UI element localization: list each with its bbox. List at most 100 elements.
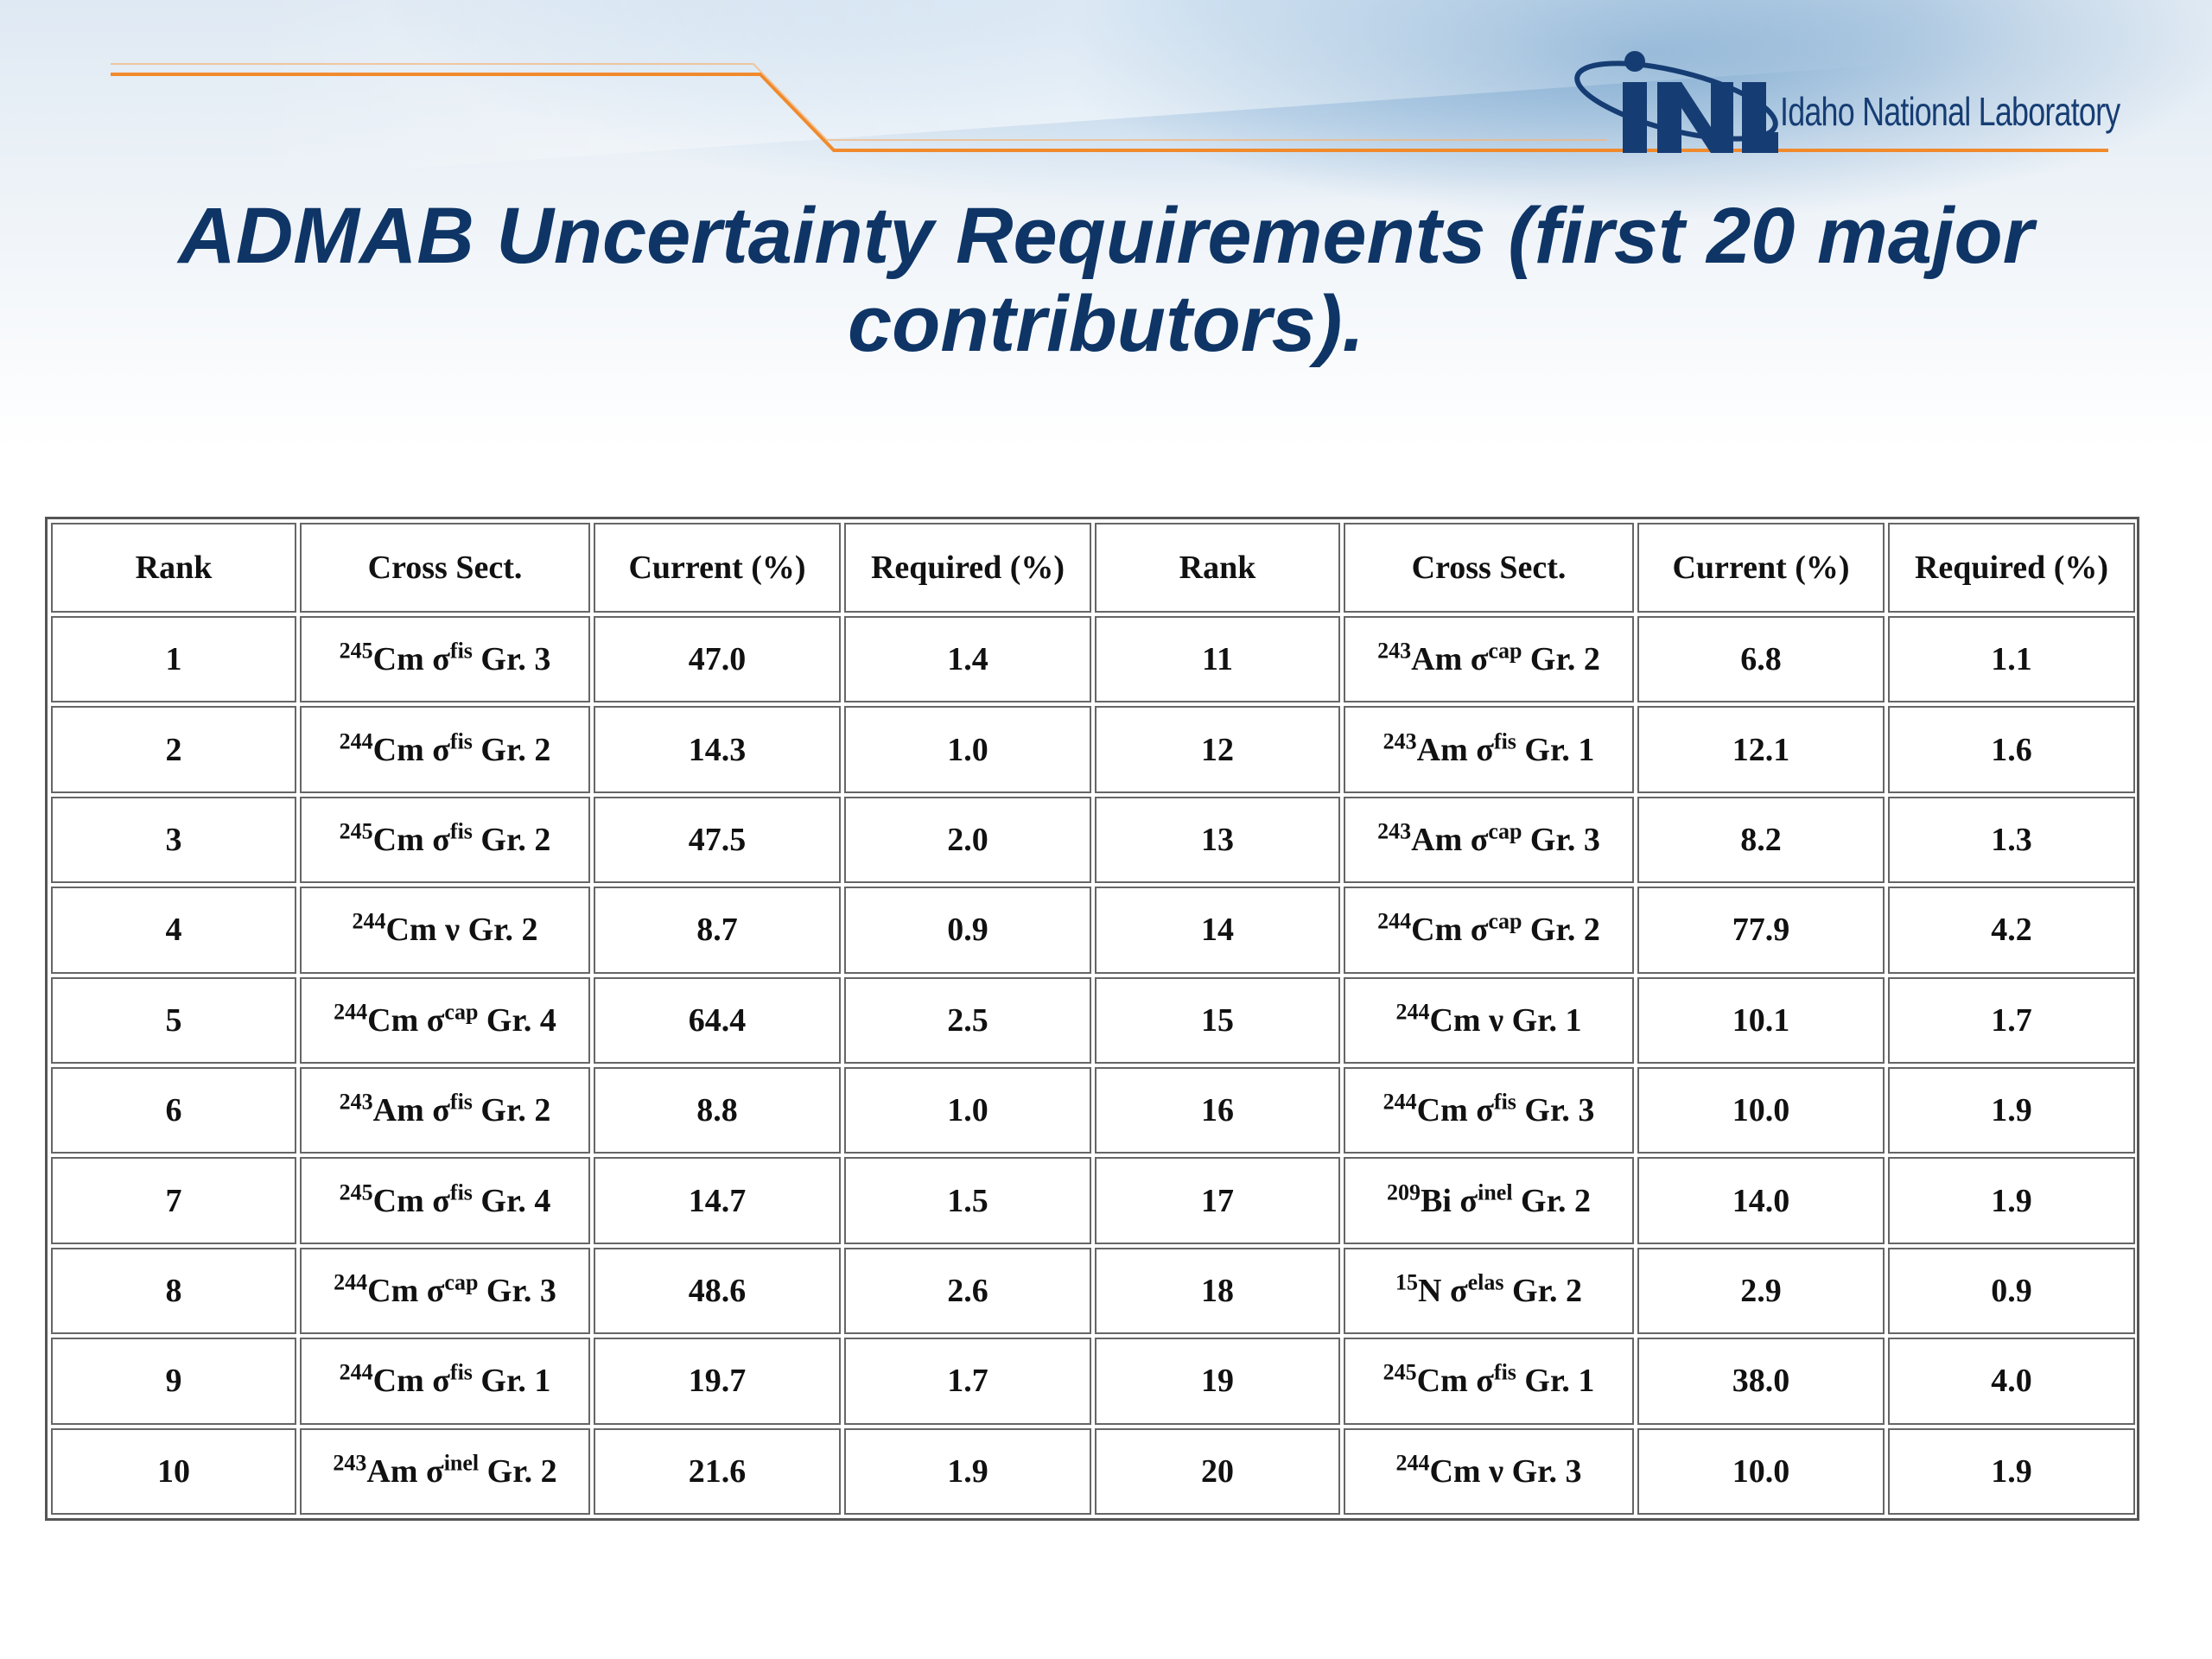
cross-section-cell: 243Am σinel Gr. 2 — [300, 1427, 590, 1515]
energy-group: Gr. 2 — [480, 821, 551, 858]
nu-symbol: ν — [1489, 1452, 1504, 1490]
nu-symbol: ν — [1489, 1001, 1504, 1039]
energy-group: Gr. 1 — [1524, 731, 1595, 768]
reaction-type: cap — [1488, 638, 1522, 664]
sigma-symbol: σ — [432, 1092, 450, 1129]
reaction-type: fis — [449, 1359, 473, 1385]
reaction-type: fis — [449, 1179, 473, 1205]
table-header-row: Rank Cross Sect. Current (%) Required (%… — [51, 523, 2135, 613]
uncertainty-table: Rank Cross Sect. Current (%) Required (%… — [48, 519, 2139, 1518]
sigma-symbol: σ — [1470, 912, 1489, 949]
sigma-symbol: σ — [1476, 731, 1494, 768]
rank-cell: 17 — [1095, 1157, 1340, 1244]
cross-section-cell: 15N σelas Gr. 2 — [1344, 1247, 1634, 1335]
sigma-symbol: σ — [1470, 821, 1489, 858]
rank-cell: 5 — [51, 976, 296, 1064]
current-cell: 21.6 — [594, 1427, 841, 1515]
isotope-mass: 244 — [339, 728, 373, 753]
current-cell: 64.4 — [594, 976, 841, 1064]
required-cell: 1.9 — [1888, 1066, 2135, 1154]
reaction-type: inel — [443, 1450, 480, 1476]
rank-cell: 11 — [1095, 616, 1340, 703]
energy-group: Gr. 2 — [1529, 641, 1600, 678]
table-row: 3 245Cm σfis Gr. 2 47.5 2.0 13 243Am σcap Gr.… — [51, 796, 2135, 884]
table-row: 7 245Cm σfis Gr. 4 14.7 1.5 17 209Bi σinel Gr… — [51, 1157, 2135, 1244]
isotope-mass: 244 — [334, 999, 368, 1025]
current-cell: 10.0 — [1637, 1427, 1885, 1515]
current-cell: 8.7 — [594, 887, 841, 974]
sigma-symbol: σ — [426, 1452, 444, 1490]
required-cell: 0.9 — [844, 887, 1091, 974]
header-rank: Rank — [1095, 523, 1340, 613]
rank-cell: 6 — [51, 1066, 296, 1154]
rank-cell: 19 — [1095, 1338, 1340, 1425]
sigma-symbol: σ — [432, 731, 450, 768]
reaction-type: fis — [449, 1089, 473, 1115]
isotope-mass: 245 — [1382, 1359, 1417, 1385]
required-cell: 1.7 — [844, 1338, 1091, 1425]
element-symbol: Cm — [372, 731, 424, 768]
reaction-type: elas — [1467, 1269, 1504, 1295]
sigma-symbol: σ — [426, 1001, 445, 1039]
isotope-mass: 244 — [1377, 908, 1412, 934]
required-cell: 1.9 — [844, 1427, 1091, 1515]
isotope-mass: 243 — [339, 1089, 373, 1115]
rank-cell: 10 — [51, 1427, 296, 1515]
rank-cell: 13 — [1095, 796, 1340, 884]
sigma-symbol: σ — [1476, 1363, 1494, 1400]
cross-section-cell: 245Cm σfis Gr. 1 — [1344, 1338, 1634, 1425]
current-cell: 10.1 — [1637, 976, 1885, 1064]
current-cell: 8.2 — [1637, 796, 1885, 884]
energy-group: Gr. 3 — [1524, 1092, 1595, 1129]
cross-section-cell: 245Cm σfis Gr. 4 — [300, 1157, 590, 1244]
element-symbol: Cm — [372, 1182, 424, 1219]
sigma-symbol: σ — [1476, 1092, 1494, 1129]
element-symbol: Cm — [1416, 1092, 1468, 1129]
required-cell: 1.6 — [1888, 706, 2135, 793]
nu-symbol: ν — [445, 912, 461, 949]
element-symbol: Cm — [372, 821, 424, 858]
uncertainty-table-frame: Rank Cross Sect. Current (%) Required (%… — [45, 517, 2139, 1521]
reaction-type: cap — [444, 1269, 479, 1295]
cross-section-cell: 245Cm σfis Gr. 2 — [300, 796, 590, 884]
current-cell: 14.3 — [594, 706, 841, 793]
rank-cell: 7 — [51, 1157, 296, 1244]
energy-group: Gr. 1 — [1511, 1001, 1582, 1039]
current-cell: 6.8 — [1637, 616, 1885, 703]
energy-group: Gr. 2 — [486, 1452, 557, 1490]
required-cell: 2.6 — [844, 1247, 1091, 1335]
required-cell: 1.0 — [844, 706, 1091, 793]
required-cell: 1.7 — [1888, 976, 2135, 1064]
required-cell: 1.3 — [1888, 796, 2135, 884]
sigma-symbol: σ — [1449, 1272, 1468, 1309]
sigma-symbol: σ — [426, 1272, 445, 1309]
current-cell: 48.6 — [594, 1247, 841, 1335]
isotope-mass: 243 — [333, 1450, 367, 1476]
inl-logo-mark — [1574, 51, 1778, 153]
isotope-mass: 15 — [1395, 1269, 1419, 1295]
element-symbol: Cm — [1411, 912, 1463, 949]
required-cell: 4.2 — [1888, 887, 2135, 974]
energy-group: Gr. 2 — [1529, 912, 1600, 949]
rank-cell: 18 — [1095, 1247, 1340, 1335]
reaction-type: fis — [1493, 728, 1516, 753]
current-cell: 38.0 — [1637, 1338, 1885, 1425]
required-cell: 0.9 — [1888, 1247, 2135, 1335]
isotope-mass: 244 — [1395, 1450, 1430, 1476]
header-current: Current (%) — [594, 523, 841, 613]
table-row: 10 243Am σinel Gr. 2 21.6 1.9 20 244Cm ν Gr. … — [51, 1427, 2135, 1515]
element-symbol: Am — [372, 1092, 424, 1129]
element-symbol: Cm — [1429, 1452, 1481, 1490]
energy-group: Gr. 3 — [480, 641, 551, 678]
current-cell: 77.9 — [1637, 887, 1885, 974]
isotope-mass: 243 — [1382, 728, 1417, 753]
rank-cell: 12 — [1095, 706, 1340, 793]
element-symbol: Cm — [367, 1272, 419, 1309]
isotope-mass: 209 — [1387, 1179, 1421, 1205]
cross-section-cell: 243Am σcap Gr. 3 — [1344, 796, 1634, 884]
element-symbol: Am — [1416, 731, 1468, 768]
table-row: 8 244Cm σcap Gr. 3 48.6 2.6 18 15N σelas Gr. … — [51, 1247, 2135, 1335]
required-cell: 1.4 — [844, 616, 1091, 703]
current-cell: 47.5 — [594, 796, 841, 884]
